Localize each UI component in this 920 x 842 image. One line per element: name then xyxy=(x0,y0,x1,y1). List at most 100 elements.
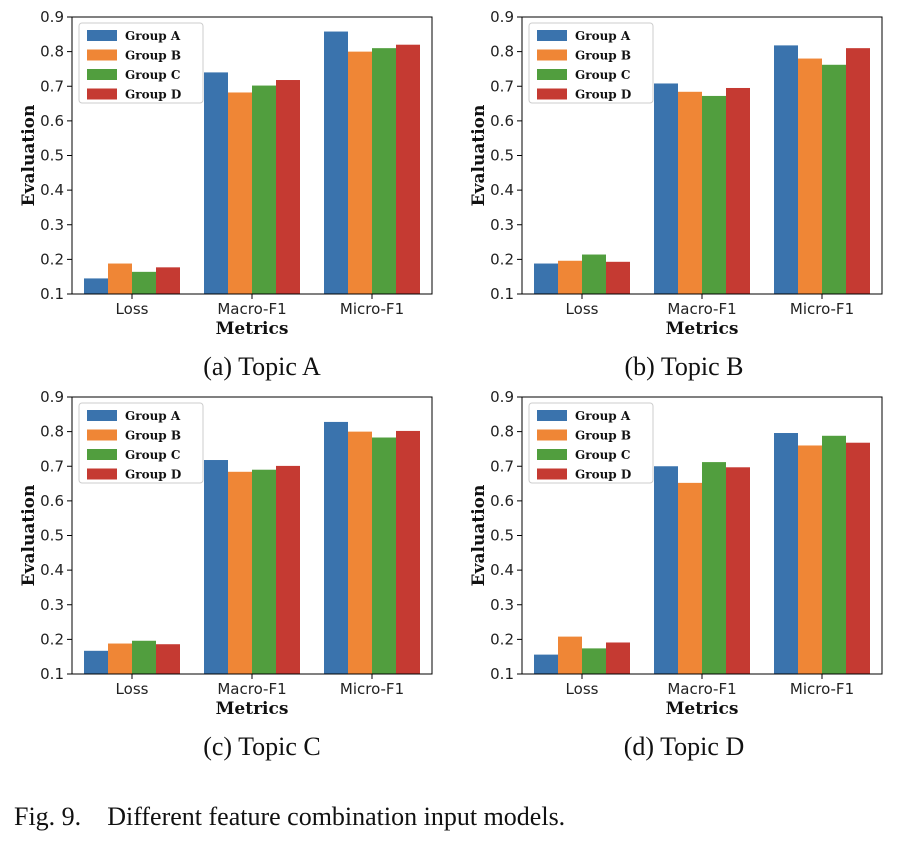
bar-group-d-macro-f1 xyxy=(726,467,750,674)
bar-group-d-loss xyxy=(606,261,630,294)
y-tick-label: 0.4 xyxy=(490,561,514,579)
legend-swatch xyxy=(537,30,567,41)
legend-swatch xyxy=(537,468,567,480)
subfigure-caption-b: (b) Topic B xyxy=(624,352,744,381)
y-tick-label: 0.2 xyxy=(40,630,64,648)
y-tick-label: 0.3 xyxy=(490,216,514,234)
figure-caption: Fig. 9. Different feature combination inp… xyxy=(14,802,565,832)
legend-label: Group D xyxy=(575,88,631,102)
bar-group-a-micro-f1 xyxy=(774,433,798,674)
legend-swatch xyxy=(87,88,117,100)
bar-group-d-macro-f1 xyxy=(276,80,300,295)
legend-swatch xyxy=(537,69,567,80)
legend-swatch xyxy=(87,429,117,441)
x-axis-title: Metrics xyxy=(666,699,739,719)
x-tick-label: Loss xyxy=(566,680,599,698)
x-tick-label: Loss xyxy=(116,680,149,698)
legend-swatch xyxy=(537,429,567,441)
bar-group-c-macro-f1 xyxy=(252,85,276,294)
bar-group-b-macro-f1 xyxy=(678,482,702,674)
bar-group-a-macro-f1 xyxy=(204,460,228,674)
bar-group-c-micro-f1 xyxy=(822,64,846,294)
y-tick-label: 0.3 xyxy=(490,596,514,614)
bar-group-b-loss xyxy=(558,260,582,294)
bar-group-b-macro-f1 xyxy=(678,91,702,294)
y-tick-label: 0.1 xyxy=(40,285,64,303)
y-tick-label: 0.2 xyxy=(490,250,514,268)
bar-group-b-loss xyxy=(108,263,132,294)
legend-label: Group C xyxy=(125,68,180,82)
y-tick-label: 0.7 xyxy=(490,77,514,95)
y-tick-label: 0.2 xyxy=(490,630,514,648)
legend xyxy=(528,22,654,104)
y-tick-label: 0.7 xyxy=(40,457,64,475)
y-tick-label: 0.3 xyxy=(40,216,64,234)
figure-caption-text: Different feature combination input mode… xyxy=(107,802,566,831)
y-tick-label: 0.5 xyxy=(490,147,514,165)
bar-group-a-micro-f1 xyxy=(324,421,348,674)
bar-group-b-macro-f1 xyxy=(228,471,252,674)
figure-number: Fig. 9. xyxy=(14,802,82,831)
bar-group-c-micro-f1 xyxy=(372,48,396,294)
y-tick-label: 0.1 xyxy=(40,665,64,683)
x-tick-label: Macro-F1 xyxy=(217,300,286,318)
bar-group-d-loss xyxy=(156,644,180,674)
legend-label: Group D xyxy=(125,88,181,102)
x-axis-title: Metrics xyxy=(216,319,289,339)
bar-group-d-micro-f1 xyxy=(396,44,420,295)
y-tick-label: 0.8 xyxy=(40,43,64,61)
y-axis-title: Evaluation xyxy=(19,105,39,207)
legend-label: Group D xyxy=(575,468,631,482)
y-tick-label: 0.7 xyxy=(490,457,514,475)
legend-label: Group A xyxy=(575,29,631,43)
x-tick-label: Loss xyxy=(116,300,149,318)
bar-group-a-macro-f1 xyxy=(204,72,228,295)
subfigure-caption-c: (c) Topic C xyxy=(203,732,321,761)
y-tick-label: 0.1 xyxy=(490,285,514,303)
bar-group-a-macro-f1 xyxy=(654,83,678,294)
y-tick-label: 0.5 xyxy=(490,527,514,545)
y-tick-label: 0.9 xyxy=(490,388,514,406)
x-tick-label: Micro-F1 xyxy=(340,680,404,698)
legend xyxy=(78,402,204,484)
y-tick-label: 0.8 xyxy=(490,43,514,61)
x-tick-label: Micro-F1 xyxy=(790,680,854,698)
legend-swatch xyxy=(537,410,567,421)
subfigure-caption-a: (a) Topic A xyxy=(203,352,321,381)
legend-label: Group C xyxy=(575,448,630,462)
bar-group-d-macro-f1 xyxy=(726,87,750,294)
bar-group-c-macro-f1 xyxy=(252,469,276,674)
legend-swatch xyxy=(87,49,117,61)
legend-swatch xyxy=(87,449,117,460)
legend-label: Group C xyxy=(125,448,180,462)
legend-label: Group D xyxy=(125,468,181,482)
y-tick-label: 0.1 xyxy=(490,665,514,683)
subfigure-caption-d: (d) Topic D xyxy=(623,732,745,761)
legend-swatch xyxy=(87,468,117,480)
bar-group-a-micro-f1 xyxy=(324,31,348,294)
legend-label: Group B xyxy=(575,429,631,443)
y-tick-label: 0.9 xyxy=(490,8,514,26)
y-tick-label: 0.4 xyxy=(40,181,64,199)
bar-group-c-micro-f1 xyxy=(822,435,846,674)
y-tick-label: 0.5 xyxy=(40,147,64,165)
bar-group-b-loss xyxy=(108,643,132,674)
y-tick-label: 0.9 xyxy=(40,8,64,26)
legend-label: Group C xyxy=(575,68,630,82)
legend-label: Group B xyxy=(125,49,181,63)
bar-group-c-macro-f1 xyxy=(702,95,726,294)
bar-group-a-micro-f1 xyxy=(774,45,798,294)
bar-group-d-micro-f1 xyxy=(396,430,420,674)
bar-group-a-loss xyxy=(534,263,558,294)
bar-group-b-loss xyxy=(558,636,582,674)
bar-group-b-micro-f1 xyxy=(348,51,372,295)
legend-label: Group B xyxy=(575,49,631,63)
legend-label: Group B xyxy=(125,429,181,443)
y-tick-label: 0.3 xyxy=(40,596,64,614)
bar-group-a-loss xyxy=(534,654,558,674)
bar-group-c-loss xyxy=(132,271,156,294)
y-tick-label: 0.8 xyxy=(490,423,514,441)
